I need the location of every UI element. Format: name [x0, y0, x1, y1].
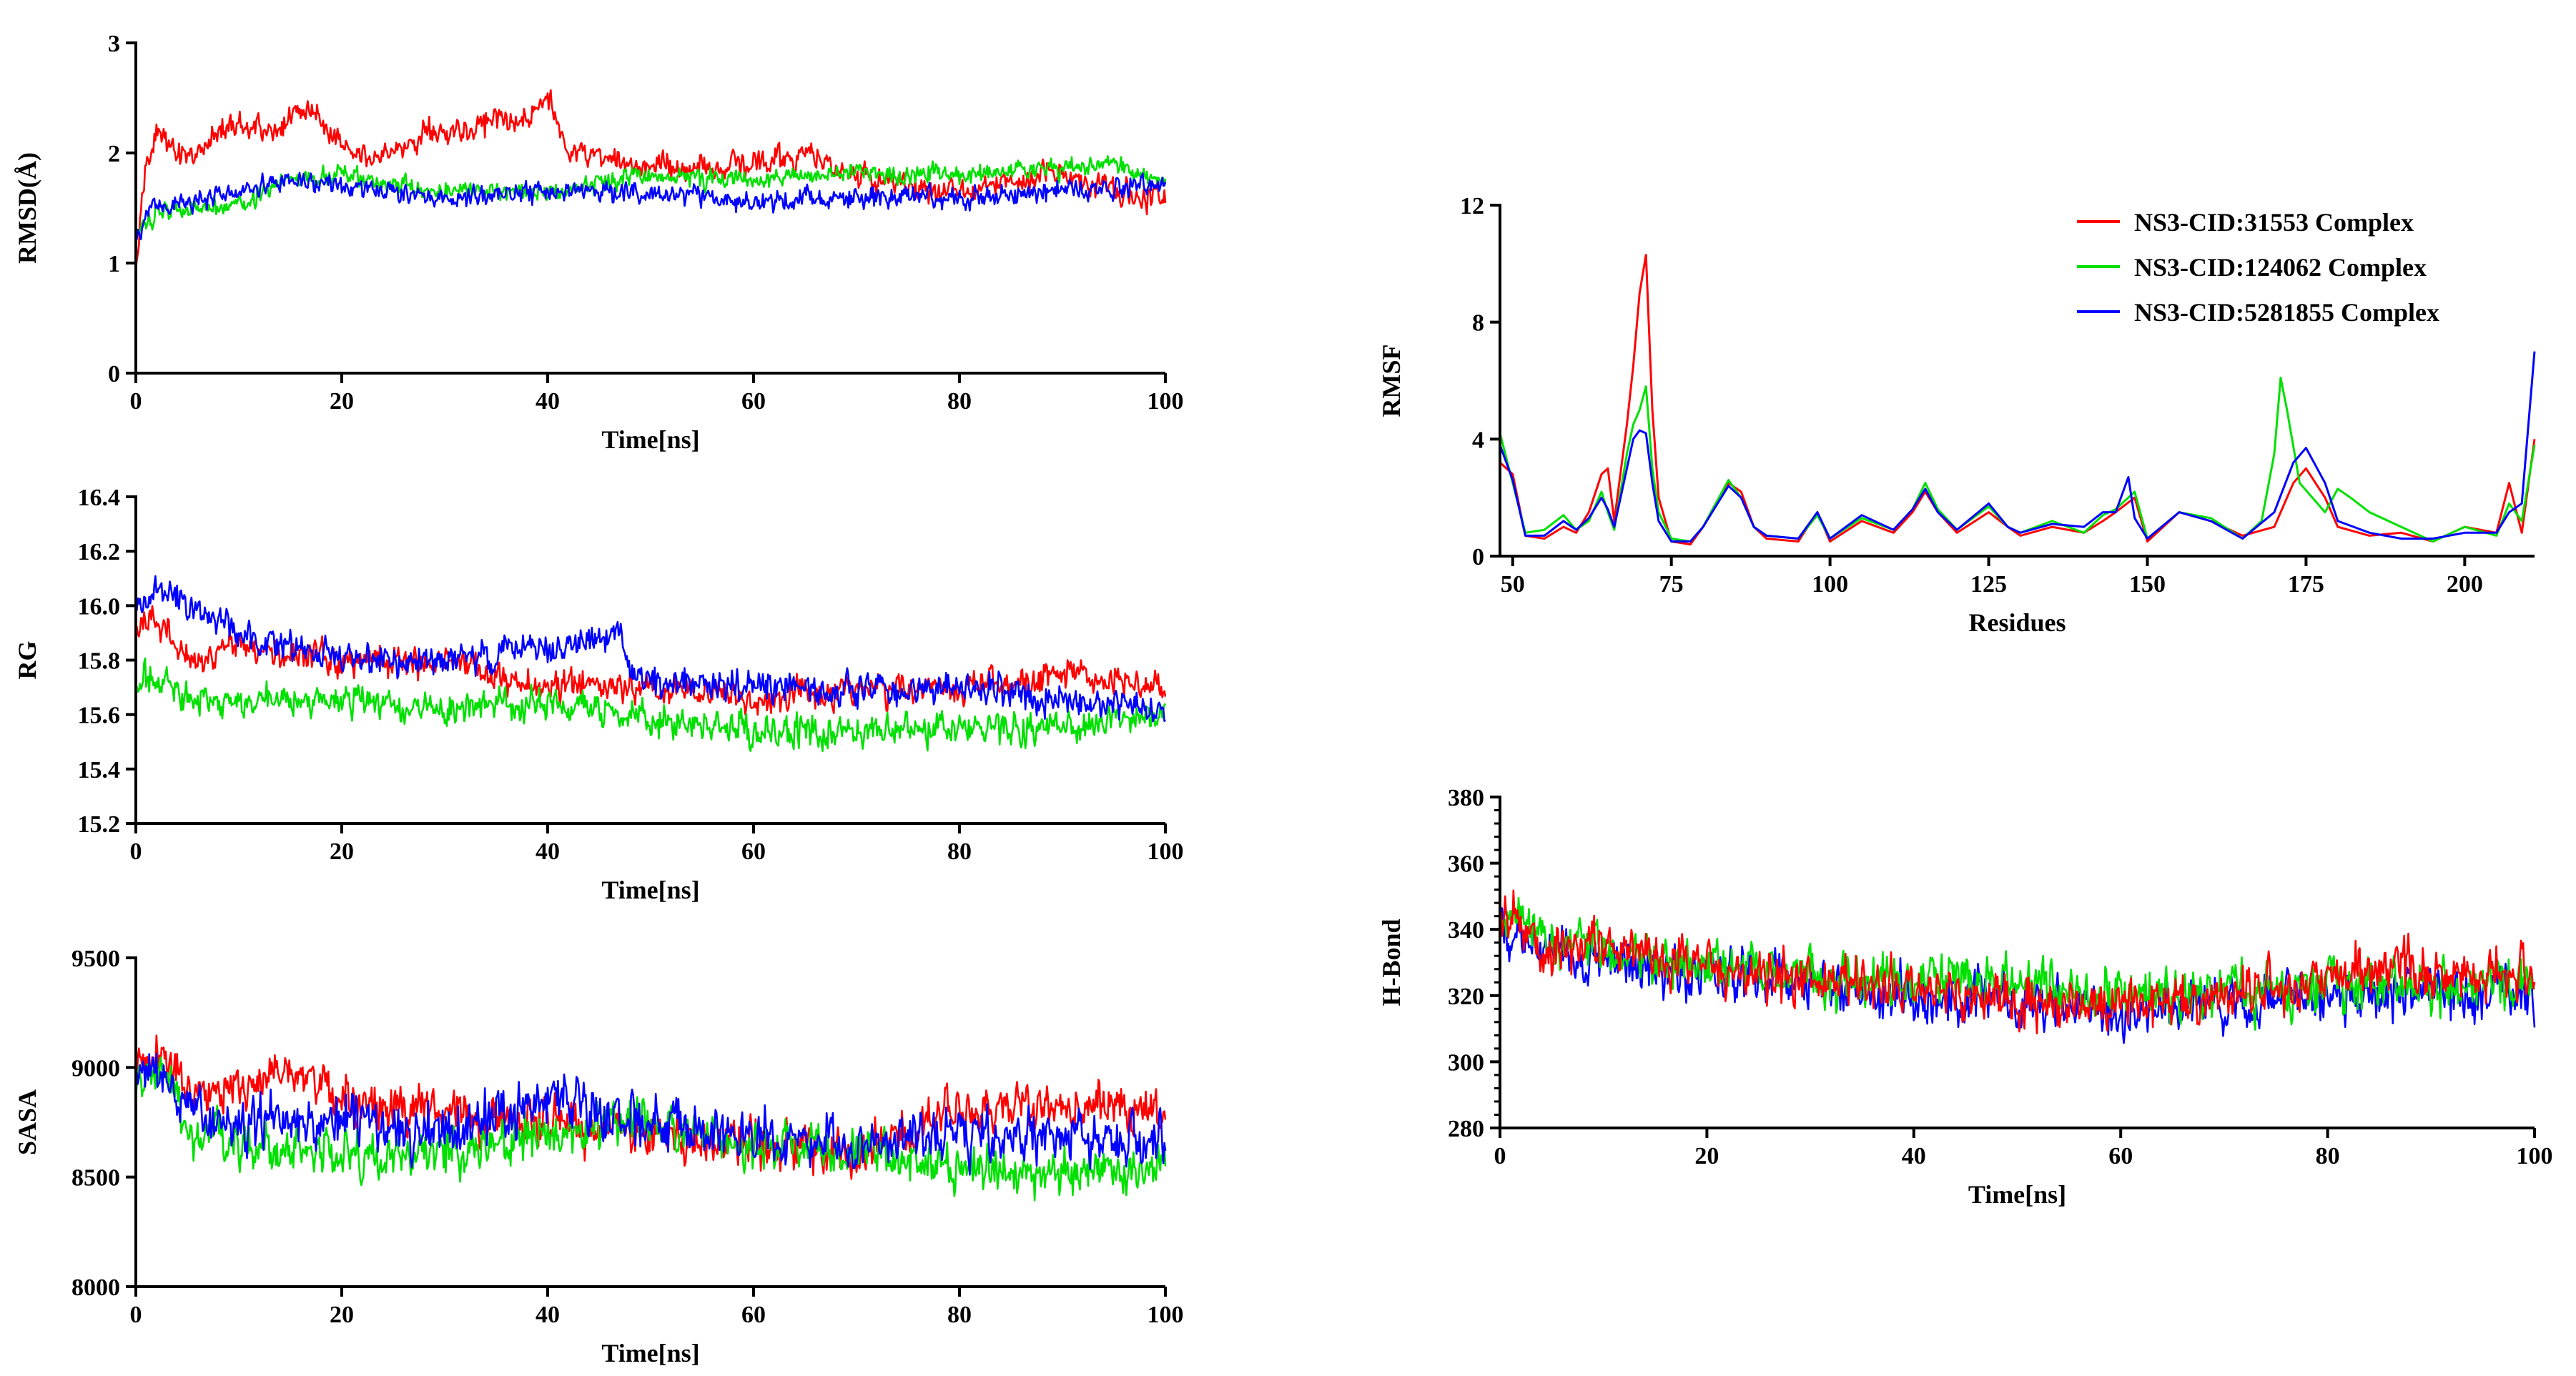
rmsf-x-tick-label: 150 [2129, 571, 2166, 598]
rmsf-y-tick-label: 0 [1472, 544, 1484, 570]
hbond-y-axis-title: H-Bond [1377, 919, 1406, 1006]
rmsf-series-5281855 [1500, 351, 2536, 543]
rmsd-y-tick-label: 1 [108, 251, 120, 277]
hbond-y-tick-label: 300 [1448, 1049, 1484, 1076]
rmsf-y-tick-label: 8 [1472, 310, 1484, 337]
hbond-series-31553 [1500, 889, 2536, 1035]
rg-x-tick-label: 60 [741, 838, 766, 865]
rmsf-y-tick-label: 4 [1472, 427, 1484, 453]
rmsf-series-124062 [1500, 376, 2536, 543]
rmsf-x-axis-title: Residues [1968, 608, 2066, 637]
hbond-x-tick-label: 60 [2108, 1143, 2133, 1169]
rg-x-tick-label: 20 [330, 838, 354, 865]
rg-y-tick-label: 15.2 [78, 811, 121, 838]
hbond-y-tick-label: 380 [1448, 785, 1484, 811]
rmsf-y-axis-title: RMSF [1377, 345, 1406, 417]
sasa-y-tick-label: 8000 [71, 1274, 120, 1301]
sasa-x-tick-label: 20 [330, 1302, 354, 1328]
sasa-y-tick-label: 9500 [71, 946, 120, 972]
rmsf-x-tick-label: 175 [2288, 571, 2324, 598]
rmsd-series-31553 [136, 89, 1167, 270]
rmsd-x-tick-label: 80 [947, 388, 972, 415]
rmsd-panel: 0 20 40 60 80 100 0 1 2 3 Time[ns] RMSD(Å) [13, 31, 1184, 454]
legend-label-5281855: NS3-CID:5281855 Complex [2134, 298, 2439, 327]
sasa-x-tick-label: 60 [741, 1302, 766, 1328]
rmsf-series-31553 [1500, 254, 2536, 546]
rg-y-tick-label: 15.6 [78, 703, 121, 729]
sasa-x-axis-title: Time[ns] [601, 1339, 699, 1367]
rmsf-panel: 50 75 100 125 150 175 200 0 4 8 12 Residues RMSF [1377, 193, 2536, 637]
rg-x-tick-label: 40 [536, 838, 560, 865]
rmsf-x-tick-label: 100 [1812, 571, 1848, 598]
sasa-series-124062 [136, 1055, 1167, 1202]
rmsd-x-tick-label: 60 [741, 388, 766, 415]
rg-x-tick-label: 80 [947, 838, 972, 865]
sasa-y-tick-label: 9000 [71, 1055, 120, 1082]
sasa-x-tick-label: 100 [1148, 1302, 1184, 1328]
sasa-y-axis-title: SASA [13, 1089, 41, 1155]
hbond-y-tick-label: 360 [1448, 851, 1484, 878]
rg-y-tick-label: 16.0 [78, 593, 121, 620]
rg-y-tick-label: 16.4 [78, 485, 121, 511]
rmsd-x-tick-label: 40 [536, 388, 560, 415]
rg-y-tick-label: 16.2 [78, 539, 121, 565]
rmsd-x-tick-label: 100 [1148, 388, 1184, 415]
rg-y-tick-label: 15.8 [78, 648, 121, 675]
rmsd-series-124062 [136, 155, 1167, 238]
sasa-x-tick-label: 40 [536, 1302, 560, 1328]
rg-y-axis-title: RG [13, 641, 41, 680]
rmsd-x-tick-label: 0 [130, 388, 142, 415]
rmsd-y-tick-label: 0 [108, 361, 120, 387]
rmsd-x-axis-title: Time[ns] [601, 425, 699, 454]
rg-x-tick-label: 100 [1148, 838, 1184, 865]
rg-x-axis-title: Time[ns] [601, 876, 699, 904]
rmsf-legend: NS3-CID:31553 Complex NS3-CID:124062 Com… [2077, 208, 2439, 327]
rg-series-124062 [136, 657, 1167, 753]
rmsd-x-tick-label: 20 [330, 388, 354, 415]
rg-series-5281855 [136, 575, 1166, 723]
hbond-y-tick-label: 340 [1448, 917, 1484, 944]
hbond-y-tick-label: 320 [1448, 984, 1484, 1010]
hbond-panel: 0 20 40 60 80 100 280 300 320 340 360 380 Time[ns] H-… [1377, 785, 2553, 1209]
rmsf-x-tick-label: 125 [1970, 571, 2007, 598]
rmsf-x-tick-label: 75 [1659, 571, 1684, 598]
rmsd-y-axis-title: RMSD(Å) [13, 152, 41, 264]
hbond-x-tick-label: 20 [1694, 1143, 1719, 1169]
rmsf-x-tick-label: 50 [1501, 571, 1525, 598]
sasa-x-tick-label: 0 [130, 1302, 142, 1328]
rmsd-series-5281855 [136, 172, 1167, 241]
hbond-x-tick-label: 0 [1494, 1143, 1506, 1169]
rmsf-y-tick-label: 12 [1460, 193, 1484, 219]
hbond-x-tick-label: 40 [1902, 1143, 1926, 1169]
sasa-y-tick-label: 8500 [71, 1165, 120, 1192]
legend-label-124062: NS3-CID:124062 Complex [2134, 253, 2427, 282]
rmsd-y-tick-label: 2 [108, 141, 120, 167]
rg-x-tick-label: 0 [130, 838, 142, 865]
legend-label-31553: NS3-CID:31553 Complex [2134, 208, 2414, 237]
rmsf-x-tick-label: 200 [2447, 571, 2483, 598]
sasa-x-tick-label: 80 [947, 1302, 972, 1328]
sasa-panel: 0 20 40 60 80 100 8000 8500 9000 9500 Time[ns] SASA [13, 946, 1184, 1367]
rg-panel: 0 20 40 60 80 100 15.2 15.4 15.6 15.8 16.0 16.2 16.4… [13, 485, 1184, 904]
rmsd-y-tick-label: 3 [108, 31, 120, 57]
hbond-y-tick-label: 280 [1448, 1116, 1484, 1142]
hbond-x-tick-label: 80 [2316, 1143, 2340, 1169]
hbond-x-axis-title: Time[ns] [1968, 1180, 2066, 1209]
sasa-series-5281855 [136, 1052, 1167, 1176]
rg-y-tick-label: 15.4 [78, 757, 121, 783]
hbond-x-tick-label: 100 [2517, 1143, 2553, 1169]
